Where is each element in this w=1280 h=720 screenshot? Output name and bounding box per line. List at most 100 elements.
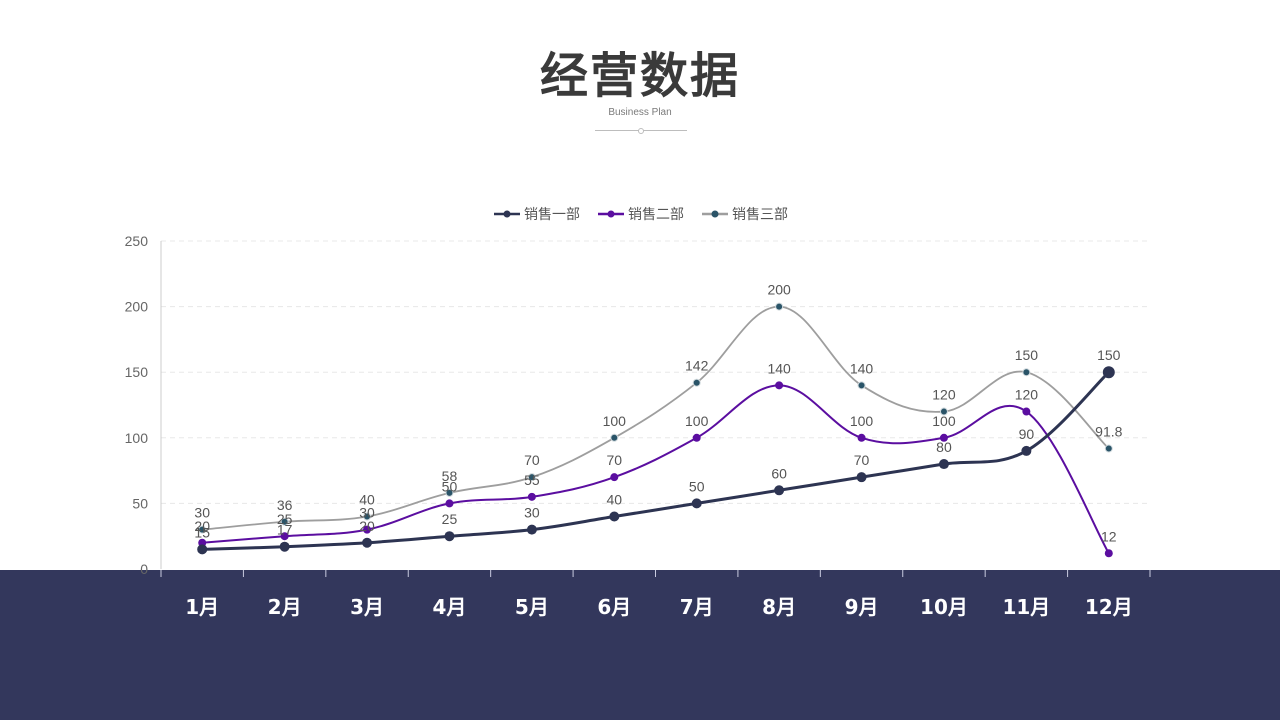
legend-item-1[interactable]: 销售一部 bbox=[494, 207, 580, 223]
title-divider-dot bbox=[638, 128, 644, 134]
series-1-point[interactable] bbox=[362, 537, 373, 548]
series-3-data-label: 140 bbox=[850, 360, 874, 376]
series-1-point[interactable] bbox=[938, 459, 949, 470]
series-1-data-label: 150 bbox=[1097, 347, 1121, 363]
series-3-point[interactable] bbox=[280, 517, 289, 526]
legend-label: 销售二部 bbox=[628, 207, 684, 223]
x-tick-label: 12月 bbox=[1085, 595, 1133, 619]
series-1-data-label: 60 bbox=[771, 465, 787, 481]
grid-lines bbox=[161, 240, 1150, 504]
series-1-point[interactable] bbox=[609, 511, 620, 522]
series-3-point[interactable] bbox=[363, 512, 372, 521]
y-tick-label: 50 bbox=[132, 495, 148, 511]
series-3-point[interactable] bbox=[527, 473, 536, 482]
series-3-point[interactable] bbox=[1022, 368, 1031, 377]
legend-item-3[interactable]: 销售三部 bbox=[702, 207, 788, 223]
series-2-data-label: 55 bbox=[524, 472, 540, 488]
series-1-data-label: 40 bbox=[607, 492, 623, 508]
series-3-data-label: 30 bbox=[194, 505, 210, 521]
series-3-point[interactable] bbox=[692, 378, 701, 387]
series-2-data-label: 100 bbox=[850, 413, 874, 429]
series-1-point[interactable] bbox=[691, 498, 702, 509]
series-3-data-label: 40 bbox=[359, 492, 375, 508]
legend-label: 销售一部 bbox=[524, 207, 580, 223]
axes: 0 50 100 150 200 250 1月 2月 3月 4月 5月 6月 7月 8月 9月 10月 11月 1… bbox=[125, 233, 1151, 619]
series-1-point[interactable] bbox=[1021, 445, 1032, 456]
x-tick-label: 2月 bbox=[268, 595, 302, 619]
series-3-data-label: 91.8 bbox=[1095, 424, 1122, 440]
y-tick-label: 0 bbox=[140, 561, 148, 577]
series-3-point[interactable] bbox=[610, 433, 619, 442]
x-tick-label: 9月 bbox=[845, 595, 879, 619]
series-1-point[interactable] bbox=[526, 524, 537, 535]
series-2-point[interactable] bbox=[363, 525, 372, 534]
series-3-data-label: 36 bbox=[277, 497, 293, 513]
series-2-data-label: 25 bbox=[277, 511, 293, 527]
series-2-data-label: 120 bbox=[1015, 387, 1039, 403]
series-3-data-label: 142 bbox=[685, 358, 709, 374]
series-2-data-label: 100 bbox=[932, 413, 956, 429]
series-2-data-label: 140 bbox=[767, 360, 791, 376]
x-tick-label: 8月 bbox=[762, 595, 796, 619]
legend-swatch-marker bbox=[711, 210, 719, 218]
series-1-point[interactable] bbox=[1102, 366, 1115, 379]
series-1-data-label: 70 bbox=[854, 452, 870, 468]
series-2-point[interactable] bbox=[939, 433, 948, 442]
series-1-data-label: 80 bbox=[936, 439, 952, 455]
series-2-data-label: 12 bbox=[1101, 528, 1117, 544]
series-line-3 bbox=[202, 305, 1110, 531]
series-2-data-label: 50 bbox=[442, 478, 458, 494]
bottom-band bbox=[0, 570, 1280, 720]
x-tick-label: 4月 bbox=[432, 595, 466, 619]
series-3-point[interactable] bbox=[939, 407, 948, 416]
page-title: 经营数据 bbox=[539, 48, 740, 104]
y-tick-label: 250 bbox=[125, 233, 149, 249]
series-1-data-label: 30 bbox=[524, 505, 540, 521]
series-2-point[interactable] bbox=[857, 433, 866, 442]
y-tick-label: 100 bbox=[125, 430, 149, 446]
series-1-point[interactable] bbox=[279, 541, 290, 552]
series-2-point[interactable] bbox=[280, 532, 289, 541]
series-2-point[interactable] bbox=[445, 499, 454, 508]
series-1-point[interactable] bbox=[444, 531, 455, 542]
series-2-point[interactable] bbox=[610, 473, 619, 482]
series-3-point[interactable] bbox=[198, 525, 207, 534]
legend-swatch-marker bbox=[607, 210, 615, 218]
series-lines bbox=[197, 302, 1115, 558]
series-3-point[interactable] bbox=[857, 381, 866, 390]
page-subtitle: Business Plan bbox=[608, 107, 672, 118]
legend-item-2[interactable]: 销售二部 bbox=[598, 207, 684, 223]
series-3-data-label: 58 bbox=[442, 468, 458, 484]
x-tick-label: 6月 bbox=[597, 595, 631, 619]
series-3-data-label: 200 bbox=[767, 282, 791, 298]
series-1-data-label: 90 bbox=[1019, 426, 1035, 442]
series-1-point[interactable] bbox=[774, 485, 785, 496]
series-1-data-label: 25 bbox=[442, 511, 458, 527]
series-2-data-label: 100 bbox=[685, 413, 709, 429]
series-2-point[interactable] bbox=[527, 492, 536, 501]
series-2-point[interactable] bbox=[1022, 407, 1031, 416]
series-3-data-label: 70 bbox=[524, 452, 540, 468]
series-1-data-label: 17 bbox=[277, 522, 293, 538]
series-2-data-label: 30 bbox=[359, 505, 375, 521]
series-2-point[interactable] bbox=[775, 381, 784, 390]
series-1-point[interactable] bbox=[197, 544, 208, 555]
series-2-point[interactable] bbox=[1104, 549, 1113, 558]
series-1-data-label: 15 bbox=[194, 524, 210, 540]
series-1-point[interactable] bbox=[856, 472, 867, 483]
series-3-point[interactable] bbox=[445, 488, 454, 497]
series-line-2 bbox=[202, 384, 1110, 554]
y-tick-label: 200 bbox=[125, 299, 149, 315]
series-2-data-label: 70 bbox=[607, 452, 623, 468]
series-2-point[interactable] bbox=[692, 433, 701, 442]
series-2-data-label: 20 bbox=[194, 518, 210, 534]
series-3-point[interactable] bbox=[775, 302, 784, 311]
legend-swatch-marker bbox=[503, 210, 511, 218]
legend[interactable]: 销售一部 销售二部 销售三部 bbox=[494, 207, 788, 223]
series-3-point[interactable] bbox=[1104, 444, 1113, 453]
series-3-data-label: 120 bbox=[932, 387, 956, 403]
series-3-data-label: 100 bbox=[603, 413, 627, 429]
